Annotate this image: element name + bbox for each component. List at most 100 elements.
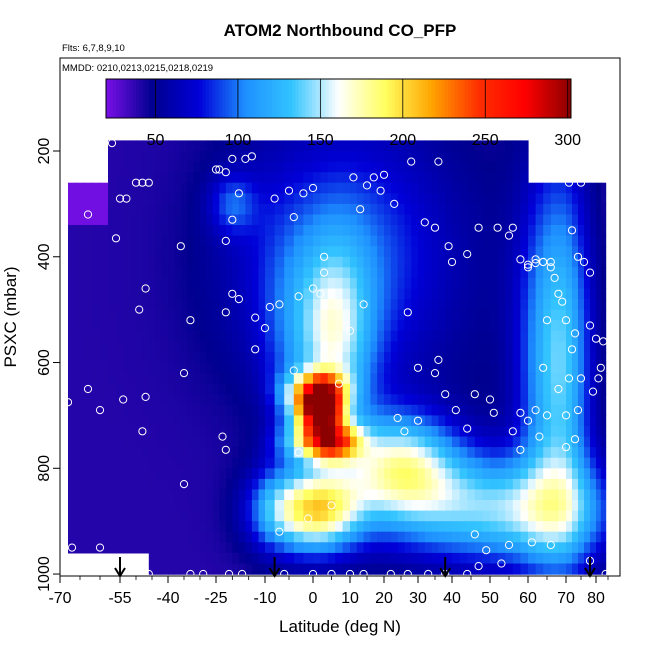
heatmap-cell: [284, 267, 295, 279]
heatmap-cell: [76, 225, 85, 237]
heatmap-cell: [590, 542, 597, 554]
heatmap-cell: [123, 267, 131, 279]
heatmap-cell: [390, 246, 399, 258]
heatmap-cell: [155, 203, 163, 216]
heatmap-cell: [528, 214, 537, 226]
heatmap-cell: [174, 436, 182, 448]
heatmap-cell: [284, 426, 295, 438]
heatmap-cell: [265, 542, 276, 554]
heatmap-cell: [490, 235, 499, 247]
heatmap-cell: [512, 404, 521, 416]
heatmap-cell: [370, 140, 378, 152]
heatmap-cell: [258, 161, 266, 173]
heatmap-cell: [363, 182, 371, 194]
heatmap-cell: [424, 151, 433, 163]
colorbar-segment: [235, 79, 240, 118]
heatmap-cell: [543, 235, 552, 247]
heatmap-cell: [397, 267, 405, 279]
heatmap-cell: [467, 277, 476, 290]
heatmap-cell: [187, 394, 195, 406]
heatmap-cell: [187, 426, 195, 438]
heatmap-cell: [596, 267, 602, 279]
sample-point: [141, 284, 150, 293]
heatmap-cell: [350, 193, 358, 205]
heatmap-cell: [148, 256, 156, 268]
heatmap-cell: [168, 447, 175, 459]
heatmap-cell: [123, 320, 131, 332]
heatmap-cell: [108, 256, 117, 268]
heatmap-cell: [590, 235, 597, 247]
heatmap-cell: [219, 489, 227, 501]
heatmap-cell: [558, 394, 567, 406]
heatmap-cell: [377, 225, 385, 237]
heatmap-cell: [232, 151, 240, 163]
heatmap-cell: [459, 277, 468, 290]
heatmap-cell: [76, 415, 85, 427]
heatmap-cell: [123, 341, 131, 353]
heatmap-cell: [225, 404, 233, 416]
heatmap-cell: [572, 288, 579, 300]
heatmap-cell: [490, 563, 499, 575]
colorbar-segment: [408, 79, 413, 118]
heatmap-cell: [258, 299, 266, 311]
heatmap-cell: [431, 468, 439, 480]
heatmap-cell: [418, 351, 426, 364]
heatmap-cell: [528, 246, 537, 258]
heatmap-cell: [431, 341, 439, 353]
heatmap-cell: [397, 330, 405, 342]
heatmap-cell: [187, 256, 195, 268]
heatmap-cell: [584, 277, 591, 290]
heatmap-cell: [584, 563, 591, 575]
heatmap-cell: [411, 288, 419, 300]
heatmap-cell: [411, 542, 419, 554]
heatmap-cell: [459, 267, 468, 279]
heatmap-cell: [390, 404, 399, 416]
heatmap-cell: [100, 489, 109, 501]
heatmap-cell: [142, 330, 150, 342]
heatmap-cell: [390, 256, 399, 268]
sample-point: [122, 194, 131, 203]
heatmap-cell: [578, 468, 585, 480]
heatmap-cell: [274, 383, 285, 395]
heatmap-cell: [206, 373, 214, 385]
heatmap-cell: [193, 362, 201, 374]
heatmap-cell: [303, 182, 314, 194]
heatmap-cell: [148, 161, 156, 173]
heatmap-cell: [274, 161, 285, 173]
heatmap-cell: [180, 182, 188, 194]
heatmap-cell: [68, 383, 77, 395]
heatmap-cell: [155, 246, 163, 258]
heatmap-cell: [342, 362, 351, 374]
heatmap-cell: [258, 447, 266, 459]
heatmap-cell: [219, 193, 227, 205]
heatmap-cell: [497, 256, 506, 268]
heatmap-cell: [76, 256, 85, 268]
heatmap-cell: [356, 235, 365, 247]
heatmap-cell: [550, 193, 559, 205]
heatmap-cell: [505, 277, 514, 290]
heatmap-cell: [520, 552, 529, 565]
heatmap-cell: [123, 235, 131, 247]
sample-point: [356, 205, 365, 214]
heatmap-cell: [535, 426, 544, 438]
heatmap-cell: [136, 309, 143, 321]
heatmap-cell: [136, 362, 143, 374]
heatmap-cell: [482, 351, 491, 364]
heatmap-cell: [200, 457, 207, 469]
sample-point: [546, 263, 555, 272]
colorbar-segment: [537, 79, 542, 118]
heatmap-cell: [411, 510, 419, 522]
heatmap-cell: [572, 193, 579, 205]
heatmap-cell: [431, 531, 439, 543]
heatmap-cell: [543, 426, 552, 438]
heatmap-cell: [578, 521, 585, 533]
heatmap-cell: [431, 235, 439, 247]
colorbar-segment: [292, 79, 296, 118]
heatmap-cell: [431, 288, 439, 300]
heatmap-cell: [225, 552, 233, 565]
heatmap-cell: [356, 351, 365, 364]
heatmap-cell: [148, 394, 156, 406]
heatmap-cell: [459, 563, 468, 575]
heatmap-cell: [212, 457, 220, 469]
heatmap-cell: [155, 468, 163, 480]
